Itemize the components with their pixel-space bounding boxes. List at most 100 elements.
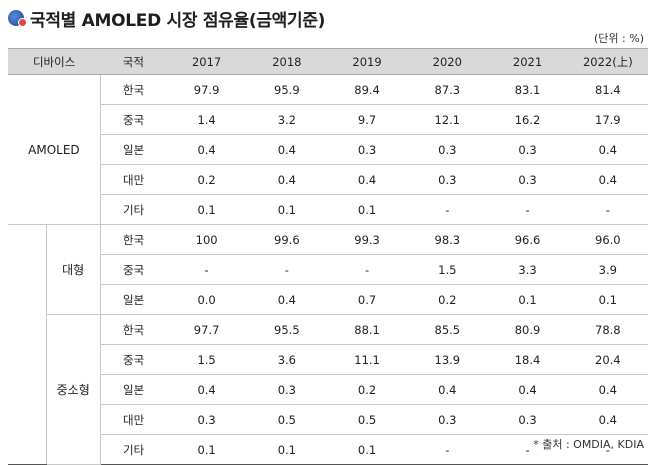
value-cell: 0.4 xyxy=(246,284,327,315)
market-share-table: 디바이스 국적 2017 2018 2019 2020 2021 2022(上)… xyxy=(8,48,648,465)
value-cell: - xyxy=(407,194,488,225)
header-device: 디바이스 xyxy=(8,48,101,75)
value-cell: - xyxy=(567,434,648,465)
country-cell: 한국 xyxy=(99,74,167,105)
value-cell: 0.1 xyxy=(326,194,408,225)
value-cell: 83.1 xyxy=(487,74,568,105)
value-cell: 0.4 xyxy=(407,374,488,405)
table-row: 중국 - - -1.5 3.3 3.9 xyxy=(8,254,648,285)
value-cell: 85.5 xyxy=(407,314,488,345)
header-year: 2018 xyxy=(246,48,327,75)
value-cell: 0.3 xyxy=(407,164,488,195)
value-cell: 0.1 xyxy=(246,434,327,465)
value-cell: 18.4 xyxy=(487,344,568,375)
value-cell: 0.1 xyxy=(246,194,327,225)
indent-cell xyxy=(8,225,46,315)
value-cell: 0.4 xyxy=(166,134,247,165)
value-cell: 0.3 xyxy=(407,404,488,435)
value-cell: - xyxy=(567,194,648,225)
value-cell: - xyxy=(407,434,488,465)
table-row: 기타 0.1 0.1 0.1- - - xyxy=(8,434,648,465)
value-cell: 0.3 xyxy=(487,164,568,195)
header-year: 2021 xyxy=(487,48,568,75)
value-cell: 0.5 xyxy=(326,404,408,435)
value-cell: 99.6 xyxy=(246,224,327,255)
table-row: 대만 0.3 0.5 0.5 0.3 0.3 0.4 xyxy=(8,404,648,435)
value-cell: 1.5 xyxy=(166,344,247,375)
table-row: 중국 1.4 3.2 9.7 12.1 16.2 17.9 xyxy=(8,104,648,135)
device-group-label: 대형 xyxy=(45,224,101,315)
value-cell: 98.3 xyxy=(407,224,488,255)
table-body: AMOLED 한국 97.9 95.9 89.4 87.3 83.1 81.4 중국 1.4 3.2… xyxy=(8,74,648,465)
table-row: 기타 0.1 0.1 0.1- - - xyxy=(8,194,648,225)
value-cell: - xyxy=(246,254,327,285)
country-cell: 일본 xyxy=(99,284,167,315)
value-cell: 0.3 xyxy=(487,134,568,165)
source-note: * 출처 : OMDIA, KDIA xyxy=(533,438,644,451)
value-cell: 0.3 xyxy=(407,134,488,165)
value-cell: 0.4 xyxy=(567,134,648,165)
value-cell: 0.4 xyxy=(246,164,327,195)
value-cell: 0.2 xyxy=(407,284,488,315)
value-cell: 97.9 xyxy=(166,74,247,105)
value-cell: 16.2 xyxy=(487,104,568,135)
table-row: 중소형 한국 97.7 95.5 88.1 85.5 80.9 78.8 xyxy=(8,314,648,465)
magnifier-globe-icon xyxy=(8,10,27,27)
country-cell: 일본 xyxy=(99,134,167,165)
unit-label: (단위 : %) xyxy=(594,32,644,45)
table-row: AMOLED 한국 97.9 95.9 89.4 87.3 83.1 81.4 xyxy=(8,74,648,225)
table-row: 중국 1.5 3.6 11.1 13.9 18.4 20.4 xyxy=(8,344,648,375)
value-cell: 96.6 xyxy=(487,224,568,255)
value-cell: 0.1 xyxy=(166,194,247,225)
value-cell: 100 xyxy=(166,224,247,255)
value-cell: 0.4 xyxy=(166,374,247,405)
country-cell: 일본 xyxy=(99,374,167,405)
header-year: 2022(上) xyxy=(567,48,648,75)
value-cell: 88.1 xyxy=(326,314,408,345)
value-cell: 0.2 xyxy=(326,374,408,405)
page-title: 국적별 AMOLED 시장 점유율(금액기준) xyxy=(8,6,325,31)
country-cell: 한국 xyxy=(99,224,167,255)
value-cell: 20.4 xyxy=(567,344,648,375)
value-cell: 13.9 xyxy=(407,344,488,375)
value-cell: 0.1 xyxy=(166,434,247,465)
value-cell: 12.1 xyxy=(407,104,488,135)
country-cell: 기타 xyxy=(99,194,167,225)
value-cell: 0.5 xyxy=(246,404,327,435)
country-cell: 중국 xyxy=(99,254,167,285)
value-cell: 0.1 xyxy=(487,284,568,315)
header-year: 2017 xyxy=(166,48,247,75)
value-cell: 0.0 xyxy=(166,284,247,315)
indent-cell xyxy=(8,314,47,465)
table-row: 일본 0.4 0.3 0.2 0.4 0.4 0.4 xyxy=(8,374,648,405)
value-cell: 81.4 xyxy=(567,74,648,105)
value-cell: 87.3 xyxy=(407,74,488,105)
value-cell: 0.4 xyxy=(326,164,408,195)
value-cell: 78.8 xyxy=(567,314,648,345)
value-cell: 1.4 xyxy=(166,104,247,135)
value-cell: 80.9 xyxy=(487,314,568,345)
value-cell: 17.9 xyxy=(567,104,648,135)
value-cell: 0.3 xyxy=(246,374,327,405)
value-cell: 95.9 xyxy=(246,74,327,105)
value-cell: 0.2 xyxy=(166,164,247,195)
value-cell: - xyxy=(487,194,568,225)
value-cell: 96.0 xyxy=(567,224,648,255)
header-country: 국적 xyxy=(100,48,167,75)
value-cell: 0.3 xyxy=(166,404,247,435)
value-cell: 0.3 xyxy=(326,134,408,165)
country-cell: 한국 xyxy=(99,314,167,345)
value-cell: 0.1 xyxy=(567,284,648,315)
value-cell: 0.3 xyxy=(487,404,568,435)
value-cell: 3.9 xyxy=(567,254,648,285)
value-cell: 0.1 xyxy=(326,434,408,465)
value-cell: 0.4 xyxy=(487,374,568,405)
header-row: 디바이스 국적 2017 2018 2019 2020 2021 2022(上) xyxy=(8,48,648,75)
value-cell: 0.7 xyxy=(326,284,408,315)
value-cell: 3.6 xyxy=(246,344,327,375)
country-cell: 대만 xyxy=(99,164,167,195)
table-row: 대만 0.2 0.4 0.4 0.3 0.3 0.4 xyxy=(8,164,648,195)
table-row: 일본 0.4 0.4 0.3 0.3 0.3 0.4 xyxy=(8,134,648,165)
value-cell: 3.3 xyxy=(487,254,568,285)
table-row: 일본 0.0 0.4 0.7 0.2 0.1 0.1 xyxy=(8,284,648,315)
